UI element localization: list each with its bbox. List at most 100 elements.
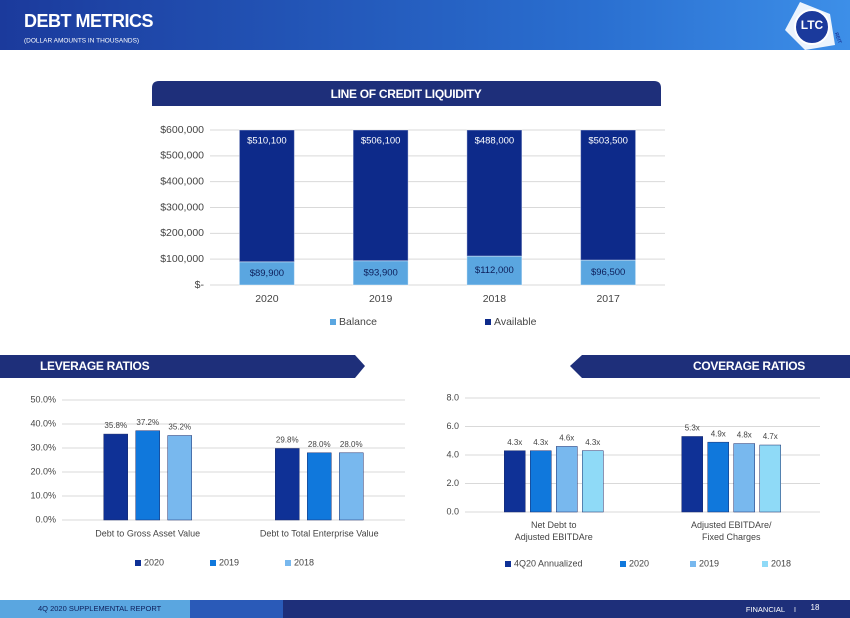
legend-label: 2020 [629,558,649,568]
bar [530,450,552,513]
bar-segment [238,129,295,263]
y-tick-label: 4.0 [446,449,459,459]
bar [759,444,781,513]
data-label: $112,000 [475,265,514,276]
page-number: 18 [811,603,820,612]
x-tick-label: Net Debt to Adjusted EBITDAre [515,520,593,542]
data-label: 28.0% [340,440,363,449]
footer-left: 4Q 2020 SUPPLEMENTAL REPORT [38,604,162,613]
section-title: COVERAGE RATIOS [693,359,805,373]
legend-swatch [620,561,626,567]
legend-swatch [285,560,291,566]
section-title: LEVERAGE RATIOS [40,359,150,373]
legend-label: 2020 [144,557,164,567]
bar-segment [466,255,523,286]
y-tick-label: $200,000 [160,227,204,239]
y-tick-label: 6.0 [446,421,459,431]
legend-label: 2019 [219,557,239,567]
data-label: $506,100 [361,136,401,147]
legend-swatch [330,319,336,325]
bar [582,450,604,513]
data-label: $488,000 [475,136,515,147]
y-tick-label: $500,000 [160,150,204,162]
y-tick-label: $300,000 [160,201,204,213]
y-tick-label: 30.0% [30,442,56,452]
data-label: 4.7x [763,432,778,441]
x-tick-label: Debt to Gross Asset Value [95,528,200,538]
data-label: 37.2% [136,418,159,427]
section-banner [570,355,850,378]
y-tick-label: $100,000 [160,253,204,265]
y-tick-label: $400,000 [160,175,204,187]
chart-title: LINE OF CREDIT LIQUIDITY [331,87,482,101]
data-label: 29.8% [276,436,299,445]
legend-label: 2019 [699,558,719,568]
x-tick-label: 2018 [483,293,507,305]
y-tick-label: 8.0 [446,392,459,402]
bar [307,452,332,521]
data-label: $503,500 [588,136,628,147]
legend-label: 2018 [771,558,791,568]
legend-swatch [505,561,511,567]
bar [707,441,729,513]
legend-swatch [690,561,696,567]
bar [504,450,526,513]
bar-segment [238,261,295,286]
legend-swatch [762,561,768,567]
y-tick-label: 20.0% [30,466,56,476]
bar [275,448,300,521]
legend-label: Balance [339,316,377,328]
data-label: 28.0% [308,440,331,449]
data-label: $89,900 [250,268,284,279]
bar-segment [580,259,637,286]
data-label: 4.3x [533,438,548,447]
bar [556,446,578,513]
data-label: 4.9x [711,429,726,438]
data-label: 5.3x [685,424,700,433]
logo-text: LTC [801,18,824,32]
bar-segment [580,129,637,261]
data-label: $510,100 [247,136,287,147]
section-banner [0,355,365,378]
y-tick-label: $600,000 [160,124,204,136]
bar [135,430,160,521]
x-tick-label: Debt to Total Enterprise Value [260,528,379,538]
x-tick-label: 2019 [369,293,393,305]
logo: LTC REIT [785,2,842,50]
bar [681,436,703,513]
y-tick-label: 10.0% [30,490,56,500]
bar [167,435,192,521]
y-tick-label: 40.0% [30,418,56,428]
legend-swatch [485,319,491,325]
legend-label: 4Q20 Annualized [514,558,583,568]
bar-segment [352,129,409,262]
logo-sub: REIT [833,32,843,45]
bar [733,443,755,513]
data-label: 4.3x [585,438,600,447]
data-label: 4.6x [559,434,574,443]
data-label: 4.3x [507,438,522,447]
chart-title-banner [152,81,661,106]
page-subtitle: (DOLLAR AMOUNTS IN THOUSANDS) [24,38,139,45]
legend-label: 2018 [294,557,314,567]
header-band [0,0,850,50]
y-tick-label: 50.0% [30,394,56,404]
bar [339,452,364,521]
y-tick-label: 2.0 [446,478,459,488]
data-label: 35.2% [168,423,191,432]
bar-segment [466,129,523,257]
y-tick-label: $- [195,279,205,291]
footer-right: FINANCIAL [746,605,785,614]
data-label: 35.8% [104,421,127,430]
bar [103,433,128,521]
data-label: $93,900 [363,267,397,278]
page-title: DEBT METRICS [24,11,153,31]
data-label: 4.8x [737,431,752,440]
legend-swatch [135,560,141,566]
y-tick-label: 0.0% [35,514,56,524]
footer-box [0,600,190,618]
data-label: $96,500 [591,267,625,278]
y-tick-label: 0.0 [446,506,459,516]
legend-label: Available [494,316,537,328]
x-tick-label: Adjusted EBITDAre/Fixed Charges [691,520,772,542]
